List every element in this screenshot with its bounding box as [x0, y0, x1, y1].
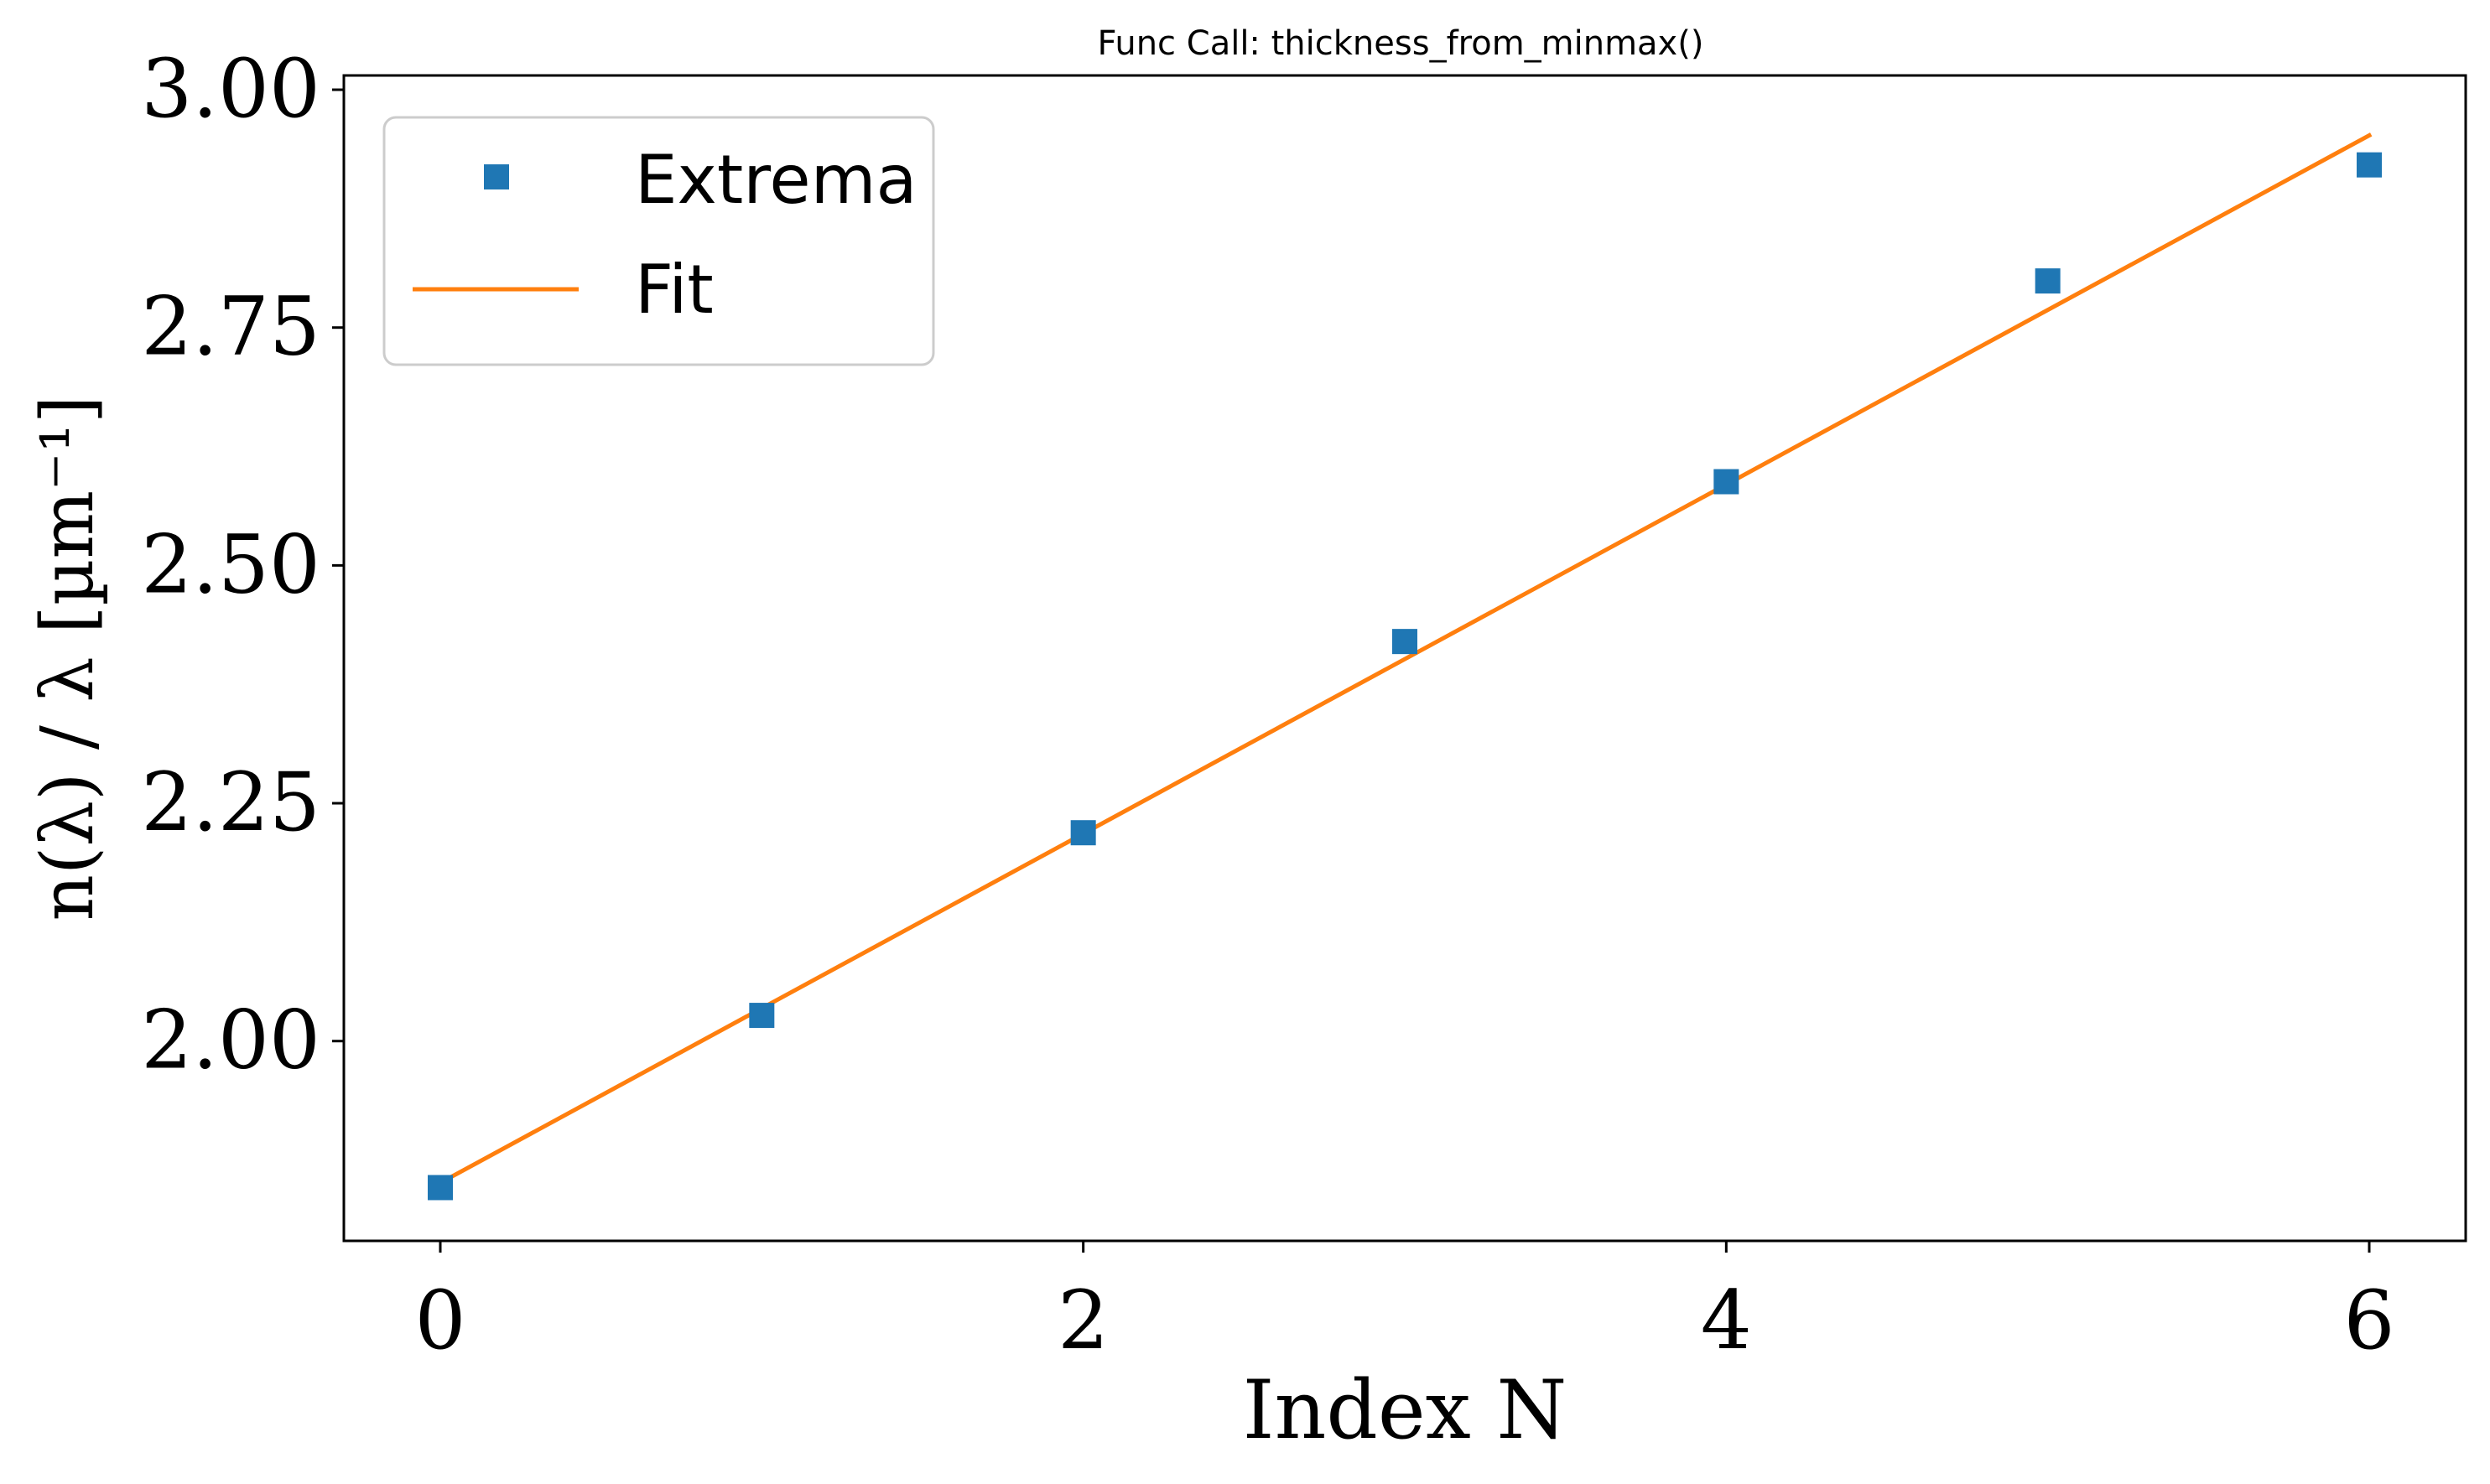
plot-area: [342, 74, 2467, 1243]
axes-frame: [342, 74, 2467, 1243]
x-tick-label: 6: [2343, 1274, 2394, 1367]
y-axis-ticks: 2.00 2.25 2.50 2.75 3.00: [141, 42, 344, 1087]
legend-label-fit: Fit: [635, 251, 714, 329]
x-tick-label: 2: [1058, 1274, 1109, 1367]
x-axis-ticks: 0 2 4 6: [414, 1241, 2395, 1367]
y-axis-label: n(λ) / λ [µm⁻¹]: [26, 396, 110, 921]
legend-frame: [382, 116, 935, 366]
series-marks: [428, 132, 2382, 1201]
extrema-point: [2035, 268, 2061, 294]
y-tick-label: 3.00: [141, 42, 320, 136]
y-tick-label: 2.00: [141, 994, 320, 1087]
extrema-point: [1713, 469, 1739, 495]
x-tick-label: 0: [414, 1274, 465, 1367]
extrema-point: [428, 1175, 453, 1201]
chart-title: Func Call: thickness_from_minmax(): [1098, 24, 1704, 63]
legend-marker-extrema: [484, 164, 509, 189]
extrema-point: [1070, 820, 1096, 846]
legend-label-extrema: Extrema: [635, 141, 918, 219]
x-tick-label: 4: [1701, 1274, 1752, 1367]
extrema-point: [1392, 629, 1417, 655]
y-tick-label: 2.75: [141, 280, 320, 374]
y-tick-label: 2.50: [141, 517, 320, 611]
extrema-point: [2357, 152, 2382, 178]
extrema-point: [749, 1003, 775, 1029]
legend: Extrema Fit: [382, 116, 935, 366]
y-tick-label: 2.25: [141, 755, 320, 849]
x-axis-label: Index N: [1243, 1363, 1567, 1457]
